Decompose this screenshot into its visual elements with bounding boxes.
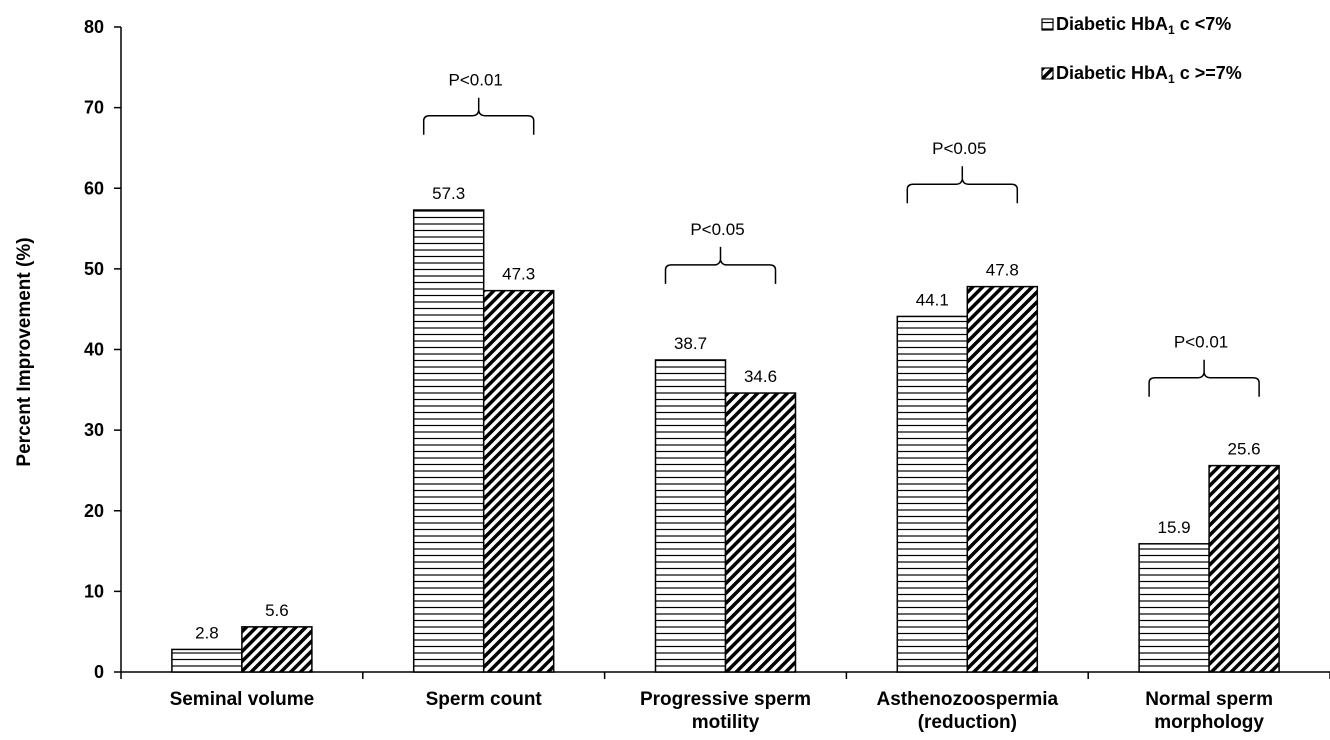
y-tick-label: 10 <box>84 581 104 601</box>
bar-value-label: 5.6 <box>265 601 289 620</box>
bar-value-label: 47.8 <box>986 261 1019 280</box>
p-value-label: P<0.05 <box>932 139 986 158</box>
x-category-label: Sperm count <box>426 689 543 710</box>
y-tick-label: 80 <box>84 17 104 37</box>
y-axis: 0 10 20 30 40 50 60 70 80 <box>84 17 122 682</box>
bar-value-label: 25.6 <box>1228 440 1261 459</box>
bar-series-2 <box>966 285 1039 673</box>
bar-value-label: 2.8 <box>195 623 219 642</box>
bar-series-1 <box>412 209 485 673</box>
bar-value-label: 34.6 <box>744 367 777 386</box>
x-category-label: Seminal volume <box>170 689 315 710</box>
significance-bracket <box>1148 359 1260 397</box>
p-value-label: P<0.01 <box>1174 333 1228 352</box>
bar-series-1 <box>171 648 243 673</box>
legend-label-series-2: Diabetic HbA1 c >=7% <box>1056 63 1242 86</box>
y-tick-label: 20 <box>84 501 104 521</box>
significance-bracket <box>906 166 1019 204</box>
significance-bracket <box>422 97 535 135</box>
bar-series-2 <box>724 392 797 673</box>
p-value-label: P<0.01 <box>449 71 503 90</box>
bar-value-label: 57.3 <box>432 184 465 203</box>
p-value-label: P<0.05 <box>690 220 744 239</box>
y-axis-title: Percent Improvement (%) <box>14 237 35 466</box>
y-tick-label: 70 <box>84 98 104 118</box>
significance-brackets: P<0.01 P<0.05 P<0.05 P<0.01 <box>422 71 1260 397</box>
bar-series-1 <box>896 315 969 673</box>
data-labels-layer: 2.8 57.3 38.7 44.1 15.9 5.6 47.3 34.6 47.8 25.6 <box>195 184 1261 642</box>
legend-swatch-series-1 <box>1041 18 1054 31</box>
significance-bracket <box>664 246 777 284</box>
bar-series-2 <box>1208 464 1280 673</box>
bar-series-2 <box>241 626 313 673</box>
y-tick-label: 50 <box>84 259 104 279</box>
y-tick-label: 30 <box>84 420 104 440</box>
x-category-label: Progressive sperm <box>640 689 811 710</box>
legend: Diabetic HbA1 c <7% Diabetic HbA1 c >=7% <box>1041 14 1242 86</box>
legend-swatch-series-2 <box>1041 67 1054 80</box>
y-tick-label: 60 <box>84 178 104 198</box>
x-category-label: morphology <box>1154 712 1264 733</box>
y-tick-label: 0 <box>94 662 104 682</box>
bar-series-2 <box>482 289 555 673</box>
bars-layer <box>171 209 1280 673</box>
bar-value-label: 15.9 <box>1158 518 1191 537</box>
bar-value-label: 47.3 <box>502 265 535 284</box>
bar-series-1 <box>1138 543 1210 673</box>
x-axis: Seminal volume Sperm count Progressive spe… <box>120 671 1330 733</box>
bar-value-label: 38.7 <box>674 334 707 353</box>
legend-label-series-1: Diabetic HbA1 c <7% <box>1056 14 1231 37</box>
y-tick-label: 40 <box>84 340 104 360</box>
bar-value-label: 44.1 <box>916 290 949 309</box>
bar-series-1 <box>654 359 727 673</box>
x-category-label: motility <box>692 712 760 733</box>
x-category-label: Asthenozoospermia <box>877 689 1059 710</box>
x-category-label: Normal sperm <box>1145 689 1273 710</box>
x-category-label: (reduction) <box>918 712 1017 733</box>
